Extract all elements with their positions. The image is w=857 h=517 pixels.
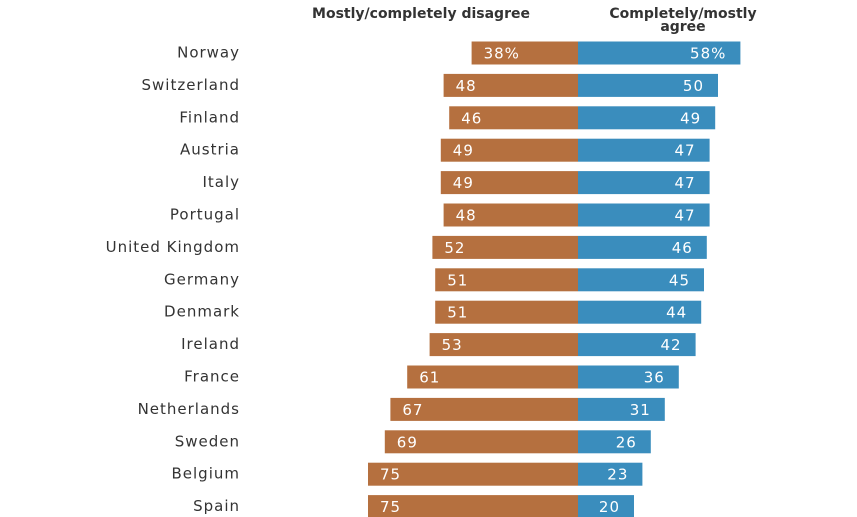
bar [578, 495, 634, 517]
bar [578, 300, 702, 324]
bar [578, 430, 651, 454]
bar [578, 333, 696, 357]
category-label: United Kingdom [106, 238, 240, 256]
value-label: 46 [461, 109, 482, 127]
value-label: 67 [402, 401, 423, 419]
bar [578, 73, 718, 97]
category-label: Norway [177, 44, 240, 62]
value-label: 50 [683, 77, 704, 95]
category-label: Austria [180, 141, 240, 159]
category-label: Denmark [164, 303, 240, 321]
value-label: 42 [661, 336, 682, 354]
bar [578, 365, 679, 389]
category-label: Sweden [175, 432, 240, 450]
value-label: 51 [447, 304, 468, 322]
legend-left: Mostly/completely disagree [312, 6, 530, 22]
bar [578, 41, 741, 65]
value-label: 46 [672, 239, 693, 257]
value-label: 75 [380, 466, 401, 484]
value-label: 23 [607, 466, 628, 484]
bar [429, 333, 578, 357]
category-label: Germany [164, 270, 240, 288]
value-label: 26 [616, 433, 637, 451]
value-label: 47 [675, 142, 696, 160]
value-label: 47 [675, 174, 696, 192]
value-label: 61 [419, 369, 440, 387]
category-label: Finland [179, 108, 240, 126]
bar [578, 462, 643, 486]
value-label: 58% [690, 45, 726, 63]
value-label: 48 [456, 207, 477, 225]
category-label: Portugal [170, 206, 240, 224]
bar [440, 138, 578, 162]
value-label: 51 [447, 271, 468, 289]
value-label: 75 [380, 498, 401, 516]
value-label: 47 [675, 207, 696, 225]
bar [443, 203, 578, 227]
bar [368, 462, 578, 486]
value-label: 20 [599, 498, 620, 516]
legend-right: Completely/mostly agree [609, 6, 757, 35]
bar [443, 73, 578, 97]
bar [578, 397, 665, 421]
bar [435, 268, 578, 292]
bar [384, 430, 578, 454]
bar [578, 203, 710, 227]
bar [578, 106, 716, 130]
value-label: 69 [397, 433, 418, 451]
bar [390, 397, 578, 421]
category-label: France [184, 368, 240, 386]
bar [432, 235, 578, 259]
value-label: 36 [644, 369, 665, 387]
value-label: 38% [484, 45, 520, 63]
bar [578, 171, 710, 195]
bar [435, 300, 578, 324]
bar [407, 365, 578, 389]
bar [578, 235, 707, 259]
bar [578, 268, 704, 292]
category-label: Switzerland [142, 76, 241, 94]
bar [449, 106, 578, 130]
bar [471, 41, 578, 65]
category-label: Spain [193, 497, 240, 515]
value-label: 49 [453, 174, 474, 192]
value-label: 48 [456, 77, 477, 95]
value-label: 53 [442, 336, 463, 354]
bar [440, 171, 578, 195]
category-label: Italy [202, 173, 240, 191]
bar [578, 138, 710, 162]
bar [368, 495, 578, 517]
category-label: Ireland [181, 335, 240, 353]
value-label: 49 [453, 142, 474, 160]
value-label: 31 [630, 401, 651, 419]
category-label: Belgium [172, 465, 241, 483]
category-label: Netherlands [138, 400, 240, 418]
value-label: 45 [669, 271, 690, 289]
value-label: 52 [444, 239, 465, 257]
value-label: 49 [680, 109, 701, 127]
value-label: 44 [666, 304, 687, 322]
